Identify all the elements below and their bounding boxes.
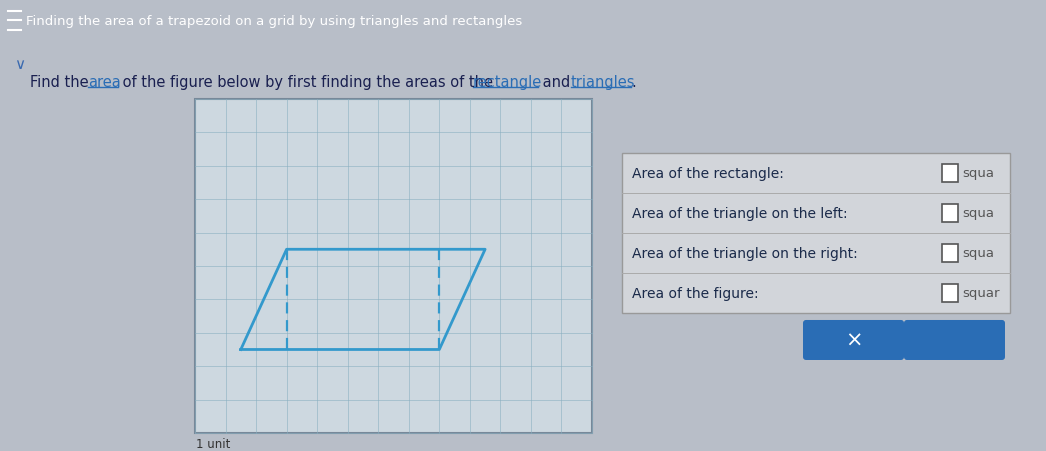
- Text: rectangle: rectangle: [473, 75, 542, 90]
- Text: Find the: Find the: [30, 75, 93, 90]
- Text: Area of the figure:: Area of the figure:: [632, 286, 758, 300]
- Text: .: .: [631, 75, 636, 90]
- Text: squa: squa: [962, 247, 994, 260]
- FancyBboxPatch shape: [942, 244, 958, 262]
- FancyBboxPatch shape: [942, 204, 958, 222]
- Text: triangles: triangles: [571, 75, 636, 90]
- Text: and: and: [538, 75, 575, 90]
- Text: ∨: ∨: [14, 57, 25, 72]
- Text: squa: squa: [962, 167, 994, 180]
- FancyBboxPatch shape: [942, 284, 958, 302]
- Text: area: area: [88, 75, 120, 90]
- FancyBboxPatch shape: [195, 100, 592, 433]
- Text: ×: ×: [845, 330, 862, 350]
- Text: squa: squa: [962, 207, 994, 220]
- FancyBboxPatch shape: [803, 320, 904, 360]
- Text: Area of the triangle on the right:: Area of the triangle on the right:: [632, 246, 858, 260]
- FancyBboxPatch shape: [904, 320, 1005, 360]
- Text: 1 unit: 1 unit: [196, 437, 230, 450]
- Text: Finding the area of a trapezoid on a grid by using triangles and rectangles: Finding the area of a trapezoid on a gri…: [26, 15, 522, 28]
- Text: Area of the triangle on the left:: Area of the triangle on the left:: [632, 207, 847, 221]
- Text: squar: squar: [962, 287, 1000, 300]
- FancyBboxPatch shape: [622, 154, 1010, 313]
- Text: Area of the rectangle:: Area of the rectangle:: [632, 166, 783, 180]
- Text: of the figure below by first finding the areas of the: of the figure below by first finding the…: [118, 75, 498, 90]
- FancyBboxPatch shape: [942, 165, 958, 183]
